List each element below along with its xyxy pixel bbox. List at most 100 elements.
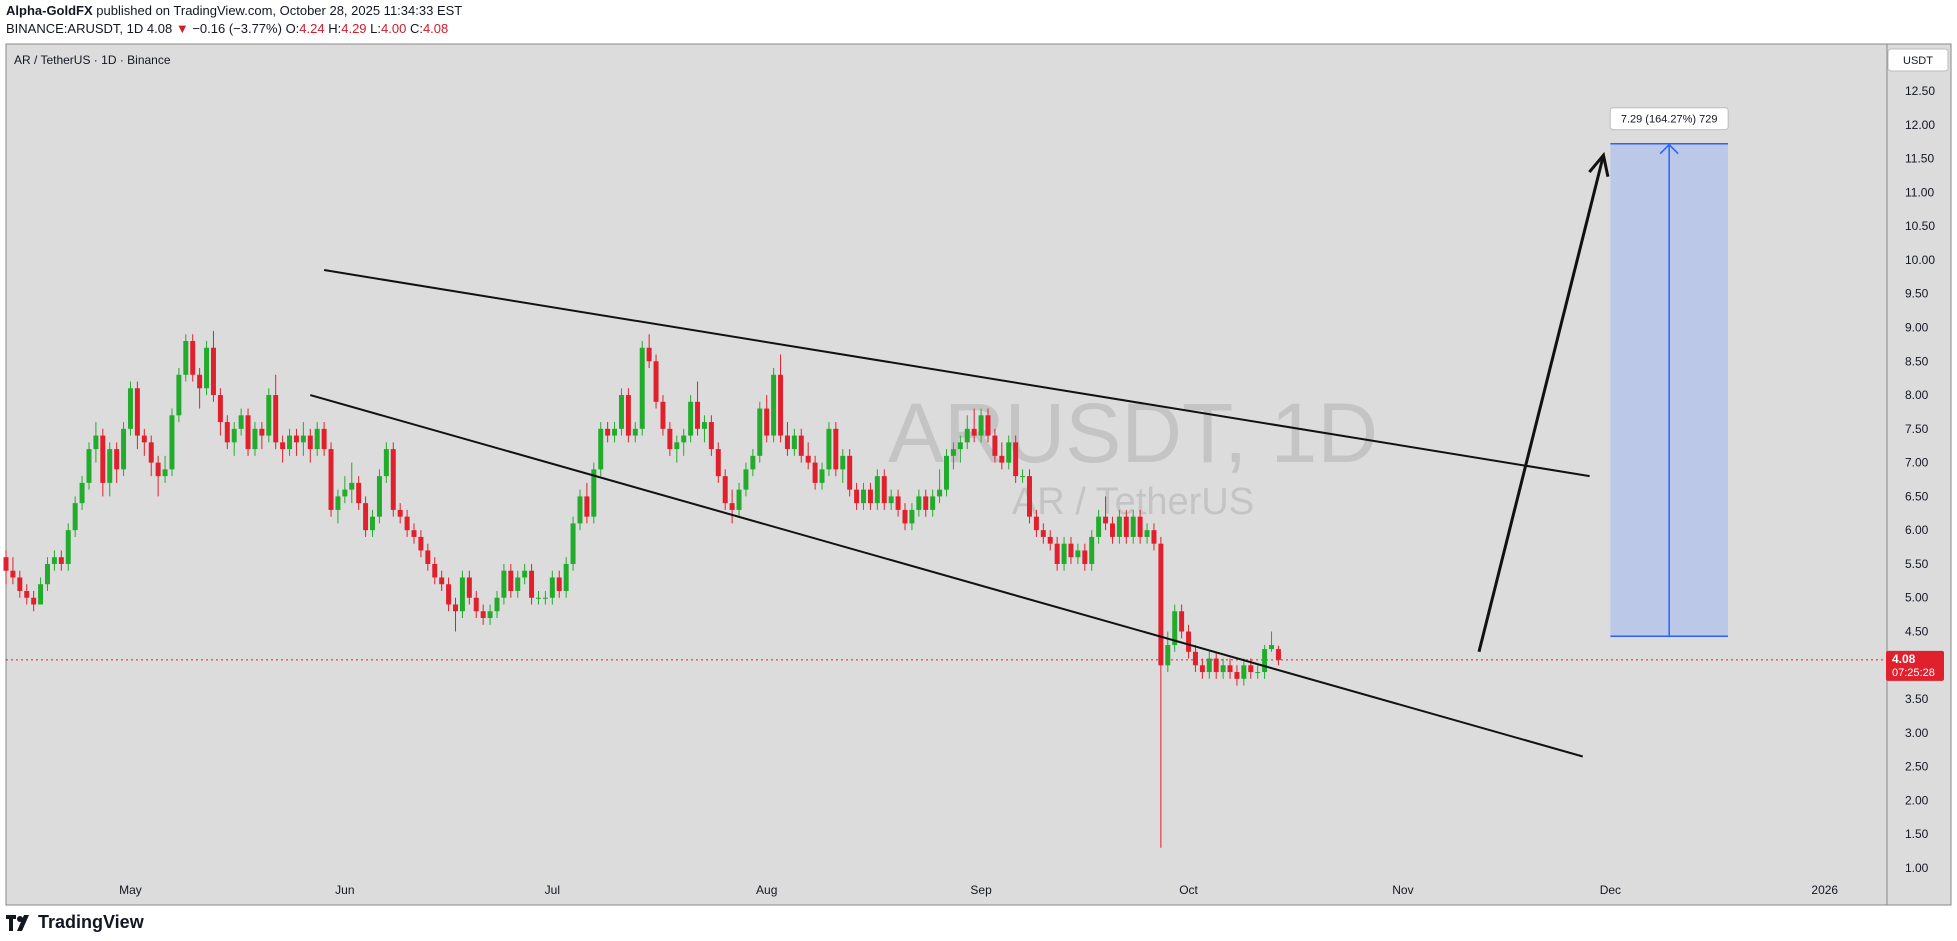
y-tick-label: 10.00 (1905, 253, 1935, 267)
close-value: 4.08 (422, 21, 449, 36)
candle-body (1144, 530, 1150, 537)
high-value: 4.29 (341, 21, 367, 36)
candle-body (487, 611, 493, 619)
target-arrowhead (1659, 143, 1679, 155)
candle-body (293, 435, 299, 443)
candle-body (121, 428, 127, 470)
candle-body (674, 442, 680, 450)
target-projection[interactable]: 7.29 (164.27%) 729 (1609, 107, 1729, 638)
x-axis-ticks: May Jun Jul Aug Sep Oct Nov Dec 2026 (119, 883, 1838, 897)
candle-body (446, 584, 452, 605)
candle-body (909, 509, 915, 524)
candle-body (1116, 516, 1122, 537)
candle-body (750, 455, 756, 470)
candle-body (529, 570, 535, 598)
candle-body (1179, 611, 1185, 632)
candle-body (397, 509, 403, 517)
candle-body (114, 449, 120, 470)
published-text: published on TradingView.com, October 28… (96, 3, 463, 18)
candle-body (93, 435, 99, 450)
tradingview-logo-text: TradingView (38, 912, 144, 932)
candle-body (79, 482, 85, 504)
x-tick-label: 2026 (1811, 883, 1838, 897)
candle-body (321, 428, 327, 450)
candle-body (1130, 516, 1136, 537)
candle-body (549, 577, 555, 598)
candle-body (999, 455, 1005, 463)
y-tick-label: 4.50 (1905, 625, 1929, 639)
y-axis-ticks: 1.00 1.50 2.00 2.50 3.00 3.50 4.50 5.00 5.50 6.00… (1905, 84, 1935, 875)
candle-body (522, 570, 528, 578)
candle-body (515, 577, 521, 591)
y-tick-label: 9.00 (1905, 320, 1929, 334)
tradingview-logo-icon (6, 914, 29, 931)
y-tick-label: 9.50 (1905, 287, 1929, 301)
candle-body (605, 428, 611, 436)
candle-body (1026, 476, 1032, 517)
y-tick-label: 2.50 (1905, 760, 1929, 774)
author-name[interactable]: Alpha-GoldFX (6, 3, 93, 18)
tradingview-logo[interactable]: TradingView (6, 912, 144, 933)
target-label-bg (1609, 107, 1729, 131)
candle-body (833, 428, 839, 470)
candle-body (681, 435, 687, 443)
price-badge-countdown: 07:25:28 (1892, 667, 1935, 679)
candle-body (937, 489, 943, 497)
candle-body (535, 597, 541, 599)
trend-drawings[interactable] (310, 151, 1610, 758)
y-tick-label: 5.50 (1905, 557, 1929, 571)
target-label: 7.29 (164.27%) 729 (1621, 114, 1718, 126)
candle-body (1089, 536, 1095, 564)
candle-body (861, 489, 867, 504)
candle-body (1269, 645, 1275, 650)
candle-body (314, 428, 320, 450)
candle-body (1047, 536, 1053, 544)
candle-body (473, 597, 479, 612)
candle-body (812, 462, 818, 483)
y-tick-label: 8.00 (1905, 388, 1929, 402)
x-tick-label: May (119, 883, 142, 897)
candle-body (10, 570, 16, 578)
candle-body (701, 422, 707, 429)
open-label: O: (285, 21, 300, 36)
projection-arrowhead (1588, 151, 1610, 178)
low-label: L: (370, 21, 382, 36)
currency-button[interactable] (1887, 48, 1949, 72)
candle-body (480, 611, 486, 619)
close-label: C: (409, 21, 423, 36)
candle-body (425, 550, 431, 564)
candle-body (1234, 672, 1240, 679)
candle-body (1241, 665, 1247, 679)
candle-body (224, 422, 230, 443)
x-tick-label: Jun (335, 883, 354, 897)
price-axis[interactable] (1886, 43, 1952, 906)
candle-body (169, 415, 175, 470)
y-tick-label: 11.50 (1905, 152, 1934, 166)
candle-body (307, 435, 313, 450)
y-tick-label: 6.00 (1905, 523, 1929, 537)
candle-body (363, 503, 369, 531)
candle-body (964, 428, 970, 443)
candle-body (162, 469, 168, 477)
candle-body (466, 577, 472, 598)
candle-body (141, 435, 147, 443)
candle-body (204, 347, 210, 389)
y-tick-label: 3.50 (1905, 692, 1929, 706)
candle-body (24, 590, 30, 598)
candle-body (155, 462, 161, 477)
candlestick-series (3, 330, 1281, 848)
candle-body (231, 428, 237, 443)
high-label: H: (328, 21, 342, 36)
candle-body (1165, 645, 1171, 666)
candle-body (556, 577, 562, 591)
candle-body (847, 455, 853, 490)
candle-body (916, 496, 922, 510)
x-tick-label: Dec (1600, 883, 1621, 897)
candle-body (902, 509, 908, 524)
candle-body (819, 469, 825, 483)
candle-body (1020, 476, 1026, 478)
candle-body (58, 557, 64, 564)
candle-body (1006, 442, 1012, 463)
y-tick-label: 7.50 (1905, 422, 1929, 436)
